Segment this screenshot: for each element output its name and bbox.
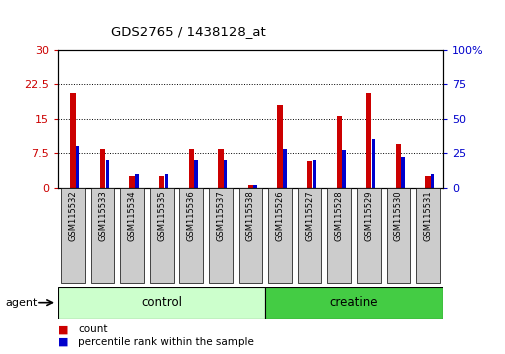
Bar: [149, 188, 173, 283]
Bar: [61, 188, 85, 283]
Bar: [336, 116, 341, 188]
Bar: [430, 174, 434, 188]
Bar: [120, 188, 144, 283]
Text: agent: agent: [5, 298, 37, 308]
Bar: [371, 139, 375, 188]
Text: GSM115529: GSM115529: [364, 190, 373, 241]
Text: GSM115533: GSM115533: [98, 190, 107, 241]
Bar: [70, 93, 75, 188]
Bar: [356, 188, 380, 283]
Text: GDS2765 / 1438128_at: GDS2765 / 1438128_at: [111, 25, 266, 38]
Text: percentile rank within the sample: percentile rank within the sample: [78, 337, 254, 347]
Text: count: count: [78, 324, 108, 334]
Bar: [425, 176, 430, 188]
Bar: [415, 188, 439, 283]
Bar: [188, 149, 193, 188]
Text: GSM115528: GSM115528: [334, 190, 343, 241]
Text: GSM115535: GSM115535: [157, 190, 166, 241]
Bar: [129, 176, 134, 188]
Text: control: control: [141, 296, 182, 309]
Bar: [307, 161, 312, 188]
Text: ■: ■: [58, 337, 69, 347]
Bar: [395, 144, 400, 188]
Bar: [277, 105, 282, 188]
Bar: [76, 146, 79, 188]
Text: GSM115530: GSM115530: [393, 190, 402, 241]
Text: creatine: creatine: [329, 296, 378, 309]
Text: GSM115534: GSM115534: [127, 190, 136, 241]
Bar: [223, 160, 227, 188]
Bar: [341, 150, 345, 188]
Bar: [400, 157, 404, 188]
Text: GSM115538: GSM115538: [245, 190, 255, 241]
Bar: [90, 188, 114, 283]
Bar: [312, 160, 316, 188]
Bar: [218, 149, 223, 188]
Bar: [366, 93, 371, 188]
Text: GSM115526: GSM115526: [275, 190, 284, 241]
Bar: [265, 287, 442, 319]
Bar: [327, 188, 350, 283]
Bar: [179, 188, 203, 283]
Bar: [297, 188, 321, 283]
Text: GSM115531: GSM115531: [423, 190, 432, 241]
Text: GSM115536: GSM115536: [186, 190, 195, 241]
Text: ■: ■: [58, 324, 69, 334]
Bar: [58, 287, 265, 319]
Bar: [164, 174, 168, 188]
Bar: [247, 185, 252, 188]
Bar: [159, 176, 164, 188]
Bar: [106, 160, 109, 188]
Bar: [209, 188, 232, 283]
Bar: [386, 188, 410, 283]
Text: GSM115532: GSM115532: [68, 190, 77, 241]
Bar: [99, 149, 105, 188]
Bar: [135, 174, 138, 188]
Bar: [253, 185, 257, 188]
Bar: [268, 188, 291, 283]
Text: GSM115527: GSM115527: [305, 190, 314, 241]
Bar: [194, 160, 197, 188]
Bar: [238, 188, 262, 283]
Text: GSM115537: GSM115537: [216, 190, 225, 241]
Bar: [282, 149, 286, 188]
